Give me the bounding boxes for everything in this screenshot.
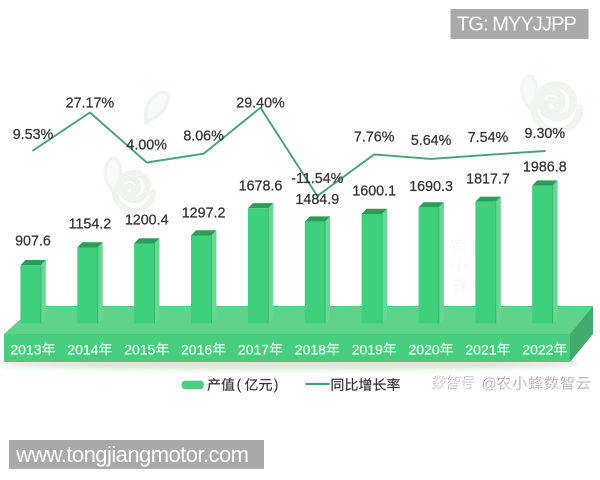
svg-text:1154.2: 1154.2 bbox=[69, 216, 112, 232]
svg-text:1297.2: 1297.2 bbox=[182, 205, 226, 221]
svg-text:1986.8: 1986.8 bbox=[523, 159, 567, 175]
svg-text:9.53%: 9.53% bbox=[13, 127, 54, 143]
svg-text:2018: 2018 bbox=[295, 341, 326, 357]
svg-text:TG: MYYJJPP: TG: MYYJJPP bbox=[457, 14, 577, 36]
svg-text:1678.6: 1678.6 bbox=[239, 178, 283, 194]
svg-text:1600.1: 1600.1 bbox=[352, 183, 396, 199]
svg-text:2021: 2021 bbox=[465, 341, 496, 357]
svg-text:907.6: 907.6 bbox=[15, 234, 51, 250]
svg-text:-11.54%: -11.54% bbox=[291, 171, 343, 187]
svg-text:2017: 2017 bbox=[238, 341, 269, 357]
svg-text:2015: 2015 bbox=[124, 341, 155, 357]
svg-text:2022: 2022 bbox=[522, 341, 553, 357]
svg-text:1690.3: 1690.3 bbox=[409, 179, 453, 195]
svg-text:@: @ bbox=[482, 376, 497, 393]
svg-text:1817.7: 1817.7 bbox=[466, 172, 510, 188]
svg-text:4.00%: 4.00% bbox=[126, 138, 167, 154]
svg-text:2019: 2019 bbox=[352, 341, 383, 357]
svg-text:(: ( bbox=[237, 377, 242, 394]
svg-text:2014: 2014 bbox=[67, 341, 98, 357]
svg-text:5.64%: 5.64% bbox=[411, 133, 452, 149]
svg-text:7.76%: 7.76% bbox=[354, 129, 395, 145]
svg-text:9.30%: 9.30% bbox=[525, 126, 566, 142]
svg-text:2013: 2013 bbox=[10, 341, 41, 357]
svg-text:@: @ bbox=[482, 377, 497, 394]
svg-text:2020: 2020 bbox=[409, 341, 440, 357]
svg-text:1484.9: 1484.9 bbox=[295, 192, 339, 208]
svg-text:2016: 2016 bbox=[181, 341, 212, 357]
svg-text:27.17%: 27.17% bbox=[66, 96, 115, 112]
svg-text:www.tongjiangmotor.com: www.tongjiangmotor.com bbox=[15, 442, 248, 467]
svg-text:7.54%: 7.54% bbox=[468, 130, 509, 146]
svg-text:8.06%: 8.06% bbox=[183, 129, 224, 145]
svg-text:29.40%: 29.40% bbox=[236, 96, 285, 112]
svg-text:1200.4: 1200.4 bbox=[125, 212, 169, 228]
svg-text:): ) bbox=[274, 377, 279, 394]
